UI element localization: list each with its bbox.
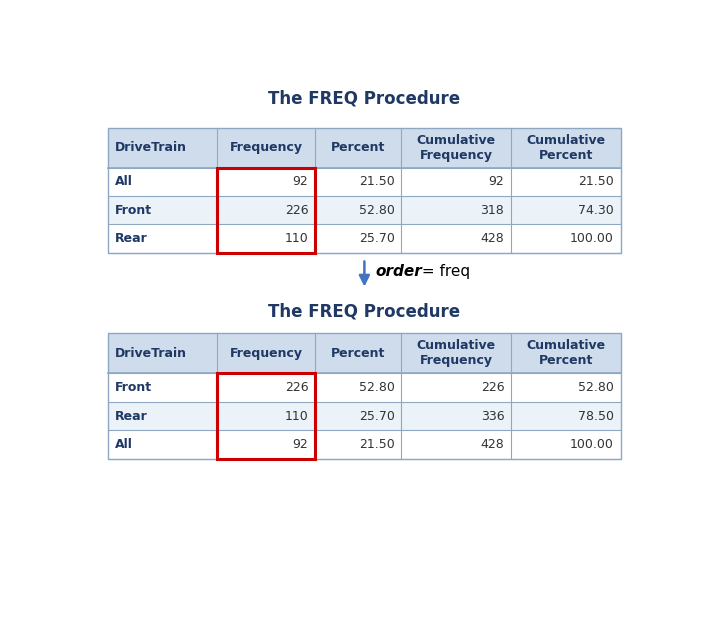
Text: 428: 428 — [481, 438, 504, 451]
Text: 52.80: 52.80 — [359, 204, 395, 217]
Text: Cumulative
Frequency: Cumulative Frequency — [417, 133, 496, 161]
Text: 110: 110 — [284, 410, 309, 422]
Text: 74.30: 74.30 — [578, 204, 614, 217]
Text: Cumulative
Frequency: Cumulative Frequency — [417, 340, 496, 368]
Text: Frequency: Frequency — [230, 347, 302, 360]
Text: Front: Front — [114, 204, 152, 217]
Text: order: order — [375, 264, 422, 279]
Text: 336: 336 — [481, 410, 504, 422]
Text: Cumulative
Percent: Cumulative Percent — [526, 133, 605, 161]
Bar — [108, 168, 621, 196]
Text: 92: 92 — [293, 438, 309, 451]
Text: 100.00: 100.00 — [570, 438, 614, 451]
Text: 52.80: 52.80 — [359, 381, 395, 394]
Bar — [108, 196, 621, 224]
Text: = freq: = freq — [417, 264, 470, 279]
Bar — [108, 430, 621, 458]
Text: The FREQ Procedure: The FREQ Procedure — [268, 89, 461, 107]
Text: Front: Front — [114, 381, 152, 394]
Text: DriveTrain: DriveTrain — [114, 141, 187, 154]
Text: 21.50: 21.50 — [578, 175, 614, 189]
Bar — [108, 373, 621, 402]
Bar — [108, 333, 621, 458]
Text: 52.80: 52.80 — [578, 381, 614, 394]
Bar — [108, 333, 621, 373]
Bar — [108, 128, 621, 168]
Text: 318: 318 — [481, 204, 504, 217]
Text: 226: 226 — [481, 381, 504, 394]
Bar — [108, 224, 621, 253]
Text: 110: 110 — [284, 232, 309, 245]
Text: Rear: Rear — [114, 410, 147, 422]
Text: All: All — [114, 438, 133, 451]
Text: The FREQ Procedure: The FREQ Procedure — [268, 302, 461, 321]
Text: DriveTrain: DriveTrain — [114, 347, 187, 360]
Text: Percent: Percent — [331, 141, 385, 154]
Text: Frequency: Frequency — [230, 141, 302, 154]
Bar — [108, 128, 621, 253]
Text: 226: 226 — [285, 204, 309, 217]
Text: 21.50: 21.50 — [359, 175, 395, 189]
Text: 78.50: 78.50 — [578, 410, 614, 422]
Text: 25.70: 25.70 — [359, 410, 395, 422]
Text: 25.70: 25.70 — [359, 232, 395, 245]
Text: 21.50: 21.50 — [359, 438, 395, 451]
Text: Cumulative
Percent: Cumulative Percent — [526, 340, 605, 368]
Text: All: All — [114, 175, 133, 189]
Text: Percent: Percent — [331, 347, 385, 360]
Bar — [217, 373, 315, 458]
Text: Rear: Rear — [114, 232, 147, 245]
Text: 428: 428 — [481, 232, 504, 245]
Bar — [108, 402, 621, 430]
Text: 92: 92 — [488, 175, 504, 189]
Bar — [217, 168, 315, 253]
Text: 92: 92 — [293, 175, 309, 189]
Text: 100.00: 100.00 — [570, 232, 614, 245]
Text: 226: 226 — [285, 381, 309, 394]
